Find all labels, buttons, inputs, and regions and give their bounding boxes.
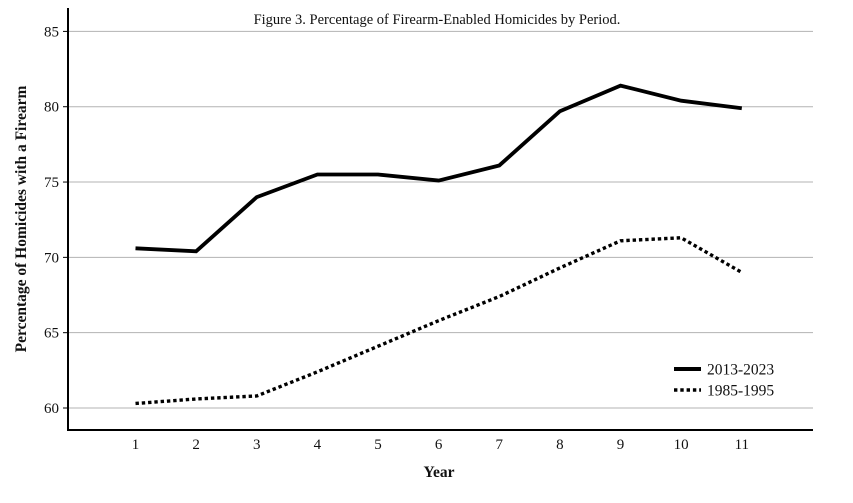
axes xyxy=(63,8,813,431)
x-tick-label-2: 2 xyxy=(192,437,200,453)
gridlines xyxy=(68,30,813,409)
legend-label-2013-2023: 2013-2023 xyxy=(707,362,774,379)
series-lines xyxy=(135,83,743,406)
series-line-2013-2023 xyxy=(135,83,743,254)
y-axis-tick-labels: 60 65 70 75 80 85 xyxy=(44,24,59,417)
y-tick-label-75: 75 xyxy=(44,175,59,191)
x-tick-label-8: 8 xyxy=(556,437,564,453)
series-line-1985-1995 xyxy=(135,236,743,406)
x-tick-label-9: 9 xyxy=(617,437,625,453)
y-tick-label-70: 70 xyxy=(44,250,59,266)
y-tick-label-60: 60 xyxy=(44,401,59,417)
x-tick-label-5: 5 xyxy=(374,437,382,453)
x-tick-label-1: 1 xyxy=(132,437,140,453)
x-tick-label-6: 6 xyxy=(435,437,443,453)
y-axis-title: Percentage of Homicides with a Firearm xyxy=(13,86,30,353)
legend: 2013-2023 1985-1995 xyxy=(674,362,774,400)
x-tick-label-7: 7 xyxy=(496,437,504,453)
y-tick-label-85: 85 xyxy=(44,24,59,40)
x-tick-label-11: 11 xyxy=(735,437,749,453)
y-tick-label-80: 80 xyxy=(44,100,59,116)
x-axis-title: Year xyxy=(424,464,455,481)
chart-title: Figure 3. Percentage of Firearm-Enabled … xyxy=(254,12,621,28)
x-axis-tick-labels: 1 2 3 4 5 6 7 8 9 10 11 xyxy=(132,437,749,453)
y-tick-label-65: 65 xyxy=(44,326,59,342)
legend-label-1985-1995: 1985-1995 xyxy=(707,383,774,400)
x-tick-label-4: 4 xyxy=(314,437,322,453)
x-tick-label-3: 3 xyxy=(253,437,261,453)
x-tick-label-10: 10 xyxy=(674,437,689,453)
